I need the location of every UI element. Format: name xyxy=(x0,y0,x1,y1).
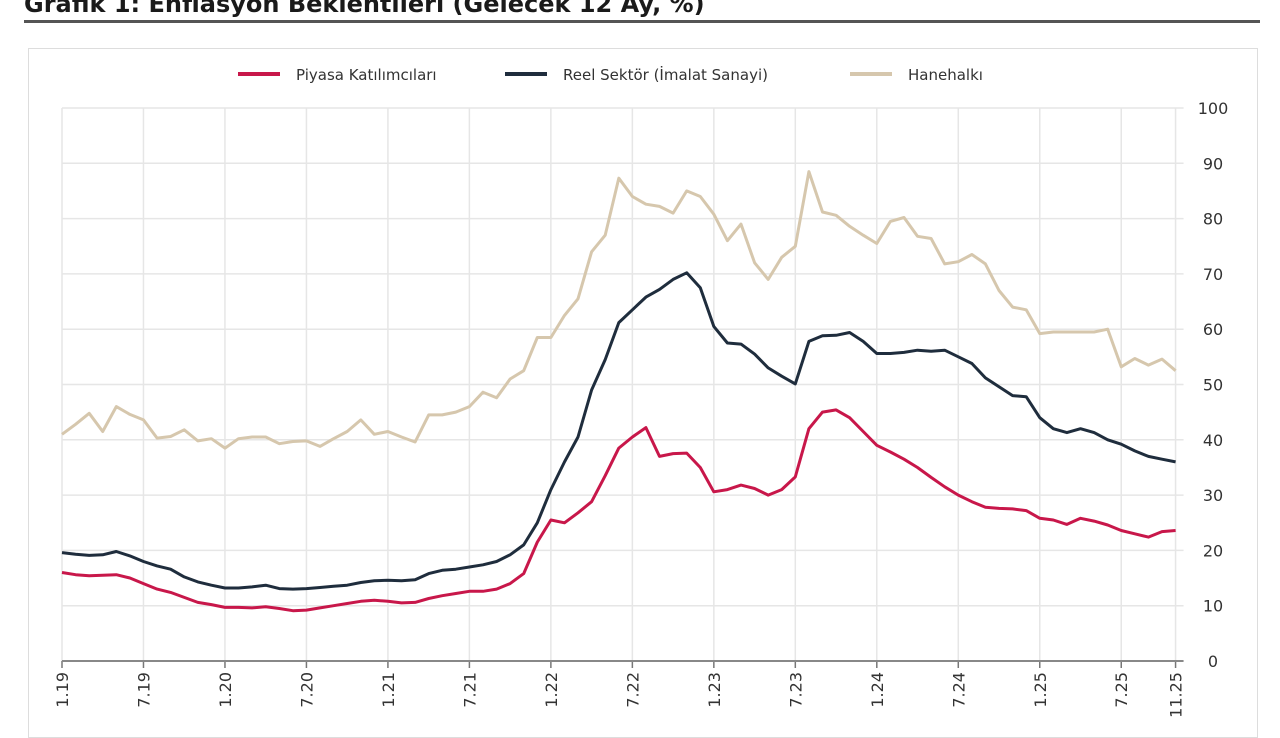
chart-title: Grafik 1: Enflasyon Beklentileri (Gelece… xyxy=(24,0,705,18)
y-tick-label: 20 xyxy=(1203,541,1223,560)
x-tick-label: 7.20 xyxy=(297,672,316,708)
x-tick-label: 1.21 xyxy=(379,672,398,708)
y-tick-label: 10 xyxy=(1203,597,1223,616)
series-line-2 xyxy=(61,170,1177,450)
legend-label: Hanehalkı xyxy=(908,66,983,84)
x-tick-label: 7.22 xyxy=(623,672,642,708)
series-line-1 xyxy=(61,271,1176,591)
x-tick-label: 7.19 xyxy=(134,672,153,708)
y-tick-label: 30 xyxy=(1203,486,1223,505)
x-tick-label: 7.25 xyxy=(1112,672,1131,708)
y-tick-label: 80 xyxy=(1203,210,1223,229)
legend-label: Piyasa Katılımcıları xyxy=(296,66,437,84)
x-tick-label: 1.20 xyxy=(216,672,235,708)
x-tick-label: 7.23 xyxy=(786,672,805,708)
x-tick-label: 7.21 xyxy=(460,672,479,708)
title-underline xyxy=(24,20,1260,23)
x-tick-label: 1.19 xyxy=(53,672,72,708)
x-tick-label: 1.25 xyxy=(1031,672,1050,708)
x-tick-label: 11.25 xyxy=(1167,672,1186,718)
x-tick-label: 1.23 xyxy=(705,672,724,708)
y-tick-label: 0 xyxy=(1208,652,1218,671)
y-tick-label: 50 xyxy=(1203,376,1223,395)
y-tick-label: 40 xyxy=(1203,431,1223,450)
y-tick-label: 100 xyxy=(1198,99,1229,118)
legend-label: Reel Sektör (İmalat Sanayi) xyxy=(563,65,768,84)
x-tick-label: 1.24 xyxy=(868,672,887,708)
x-tick-label: 7.24 xyxy=(949,672,968,708)
y-tick-label: 90 xyxy=(1203,154,1223,173)
y-tick-label: 60 xyxy=(1203,320,1223,339)
line-chart: 0 10 20 30 40 50 60 70 80 90 100 1.19 7.19 1.20 7.20 1.… xyxy=(53,65,1229,718)
y-tick-label: 70 xyxy=(1203,265,1223,284)
series-line-0 xyxy=(61,408,1176,613)
x-tick-label: 1.22 xyxy=(542,672,561,708)
